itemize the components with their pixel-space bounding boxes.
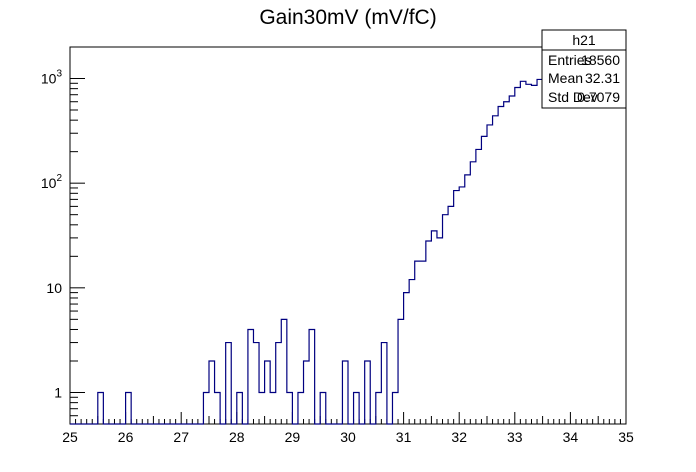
y-tick-label: 10 xyxy=(46,280,62,296)
histogram-bin xyxy=(226,343,232,424)
x-tick-label: 34 xyxy=(563,429,579,445)
histogram-bin xyxy=(604,82,610,424)
histogram-bin xyxy=(376,392,382,424)
histogram-bin xyxy=(342,361,348,424)
histogram-bin xyxy=(481,136,487,424)
histogram-bin xyxy=(554,83,560,424)
histogram-bin xyxy=(437,238,443,424)
histogram-bin xyxy=(504,102,510,424)
stats-box-frame xyxy=(541,29,627,109)
histogram-bin xyxy=(215,392,221,424)
histogram-bin xyxy=(526,84,532,424)
histogram-bin xyxy=(381,343,387,424)
stats-box-title: h21 xyxy=(572,32,596,48)
histogram-bin xyxy=(426,241,432,424)
y-tick-label: 1 xyxy=(54,384,62,400)
histogram-bin xyxy=(593,85,599,424)
histogram-bin xyxy=(98,392,104,424)
histogram-bin xyxy=(431,231,437,424)
stats-mean-value: 32.31 xyxy=(585,70,620,86)
x-tick-label: 28 xyxy=(229,429,245,445)
histogram-bin xyxy=(498,107,504,424)
histogram-bin xyxy=(559,85,565,424)
x-tick-label: 29 xyxy=(285,429,301,445)
histogram-bin xyxy=(620,79,626,424)
x-tick-label: 31 xyxy=(396,429,412,445)
histogram-bin xyxy=(365,361,371,424)
histogram-bin xyxy=(237,392,243,424)
histogram-bin xyxy=(537,79,543,424)
histogram-bin xyxy=(298,392,304,424)
histogram-bin xyxy=(320,392,326,424)
stats-stddev-label: Std Dev xyxy=(548,89,598,105)
histogram-bin xyxy=(409,280,415,424)
histogram-bin xyxy=(570,82,576,424)
histogram-bin xyxy=(582,83,588,424)
histogram-bin xyxy=(304,361,310,424)
histogram-bin xyxy=(392,392,398,424)
x-tick-label: 25 xyxy=(62,429,78,445)
x-tick-label: 33 xyxy=(507,429,523,445)
histogram-bin xyxy=(448,206,454,424)
histogram-step-line xyxy=(70,75,626,425)
histogram-bin xyxy=(420,261,426,424)
histogram-bin xyxy=(404,293,410,424)
y-tick-label: 102 xyxy=(41,173,63,191)
histogram-bin xyxy=(248,329,254,424)
histogram-bin xyxy=(309,329,315,424)
x-tick-label: 30 xyxy=(340,429,356,445)
histogram-bin xyxy=(609,76,615,424)
histogram-bin xyxy=(253,343,259,424)
histogram-bin xyxy=(209,361,215,424)
histogram-bin xyxy=(470,162,476,424)
stats-entries-value: 18560 xyxy=(581,52,620,68)
histogram-bin xyxy=(615,84,621,424)
x-tick-label: 35 xyxy=(618,429,634,445)
histogram-bin xyxy=(515,88,521,424)
histogram-bin xyxy=(270,392,276,424)
histogram-bin xyxy=(203,392,209,424)
stats-stddev-value: 0.7079 xyxy=(577,89,620,105)
histogram-bin xyxy=(276,343,282,424)
histogram-bin xyxy=(454,191,460,424)
histogram-bin xyxy=(259,392,265,424)
x-tick-label: 26 xyxy=(118,429,134,445)
histogram-bin xyxy=(493,116,499,424)
histogram-bin xyxy=(598,82,604,424)
histogram-bin xyxy=(287,392,293,424)
histogram-bin xyxy=(476,149,482,424)
histogram-bin xyxy=(587,79,593,424)
stats-mean-label: Mean xyxy=(548,70,583,86)
stats-box: h21 Entries 18560 Mean 32.31 Std Dev 0.7… xyxy=(541,29,627,109)
histogram-bin xyxy=(487,125,493,424)
histogram-bin xyxy=(443,215,449,424)
histogram-bin xyxy=(520,81,526,424)
y-axis: 1 10 102 103 xyxy=(41,46,85,425)
y-tick-label: 103 xyxy=(41,69,63,87)
histogram-series xyxy=(70,75,626,425)
histogram-bin xyxy=(509,96,515,424)
histogram-bin xyxy=(281,319,287,424)
histogram-bin xyxy=(126,392,132,424)
histogram-bin xyxy=(548,85,554,424)
x-tick-label: 27 xyxy=(173,429,189,445)
histogram-bin xyxy=(465,175,471,424)
x-tick-label: 32 xyxy=(451,429,467,445)
histogram-bin xyxy=(565,81,571,424)
histogram-bin xyxy=(415,261,421,424)
histogram-bin xyxy=(459,187,465,424)
histogram-bin xyxy=(398,319,404,424)
stats-entries-label: Entries xyxy=(548,52,592,68)
histogram-bin xyxy=(354,392,360,424)
histogram-bin xyxy=(576,84,582,424)
chart-title: Gain30mV (mV/fC) xyxy=(259,6,436,29)
histogram-bin xyxy=(543,79,549,424)
histogram-bin xyxy=(531,85,537,424)
histogram-bin xyxy=(265,361,271,424)
